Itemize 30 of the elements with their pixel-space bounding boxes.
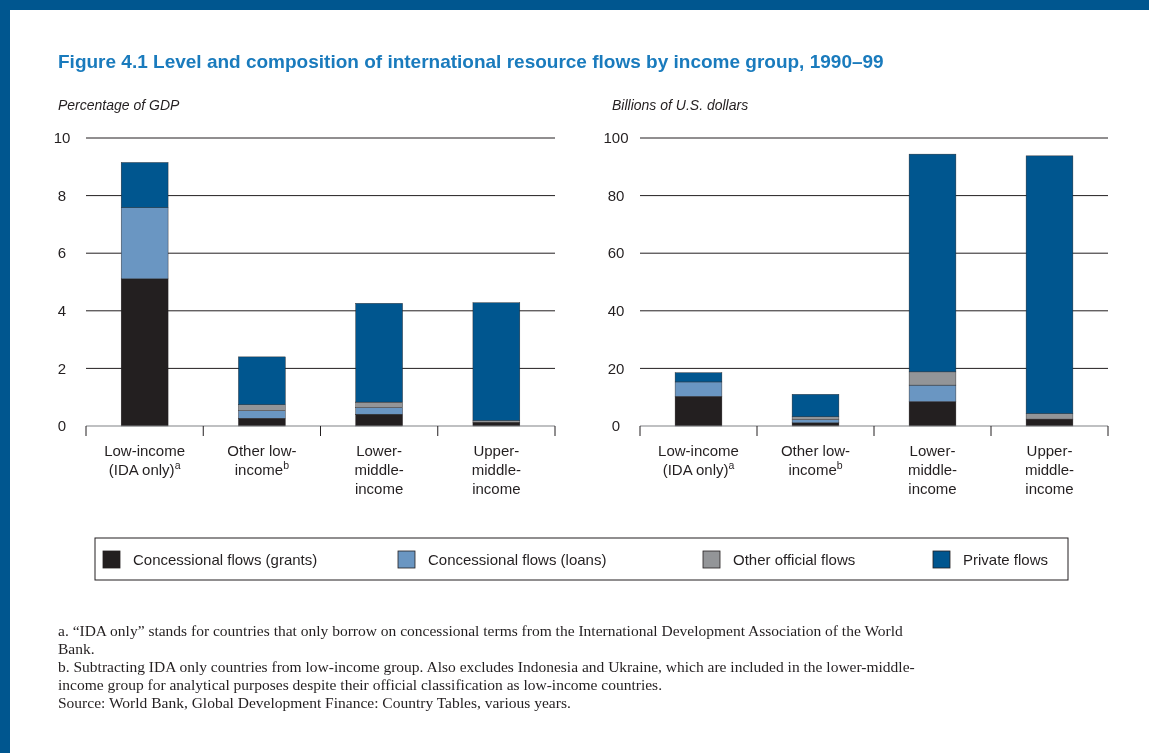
x-tick-label: Other low-income$^{b}$ bbox=[780, 442, 851, 478]
legend-label: Other official flows bbox=[733, 551, 856, 568]
y-tick-label: 20 bbox=[607, 359, 625, 377]
legend-label: Concessional flows (grants) bbox=[133, 551, 318, 568]
text: a. “IDA only” stands for countries that only borrow on concessional terms from the International Development Association of the World Bank. bbox=[58, 622, 903, 657]
y-tick-label: 2 bbox=[57, 359, 67, 377]
y-axis-title: Billions of U.S. dollars bbox=[612, 97, 749, 113]
x-tick-label: Upper-middle-income bbox=[471, 442, 521, 497]
y-tick-label: 100 bbox=[603, 129, 629, 147]
legend-label: Private flows bbox=[963, 551, 1049, 568]
y-axis-title: Percentage of GDP bbox=[58, 97, 181, 113]
legend-label: Concessional flows (loans) bbox=[428, 551, 607, 568]
y-tick-label: 80 bbox=[607, 186, 625, 204]
text: b. Subtracting IDA only countries from low-income group. Also excludes Indonesia and Ukraine, which are included in the lower-middle-income group for analytical purposes despite their official classification as low-income countries. bbox=[58, 658, 915, 693]
y-tick-label: 4 bbox=[57, 302, 67, 320]
x-tick-label: Low-income (IDA only)$^{a}$ bbox=[658, 442, 739, 478]
x-tick-label: Low-income (IDA only)$^{a}$ bbox=[104, 442, 186, 478]
y-tick-label: 40 bbox=[607, 302, 625, 320]
y-tick-label: 60 bbox=[607, 244, 625, 262]
x-tick-label: Lower-middle-income bbox=[354, 442, 404, 497]
y-tick-label: 0 bbox=[611, 417, 621, 435]
y-tick-label: 10 bbox=[53, 129, 71, 147]
chart-title: Figure 4.1 Level and composition of international resource flows by income group, 1990–99 bbox=[58, 51, 884, 72]
source-note: Source: World Bank, Global Development Finance: Country Tables, various years. bbox=[58, 694, 571, 711]
y-tick-label: 0 bbox=[57, 417, 67, 435]
y-tick-label: 8 bbox=[57, 186, 67, 204]
x-tick-label: Lower-middle-income bbox=[907, 442, 958, 497]
x-tick-label: Other low-income$^{b}$ bbox=[227, 442, 297, 478]
x-tick-label: Upper-middle-income bbox=[1024, 442, 1075, 497]
y-tick-label: 6 bbox=[57, 244, 67, 262]
